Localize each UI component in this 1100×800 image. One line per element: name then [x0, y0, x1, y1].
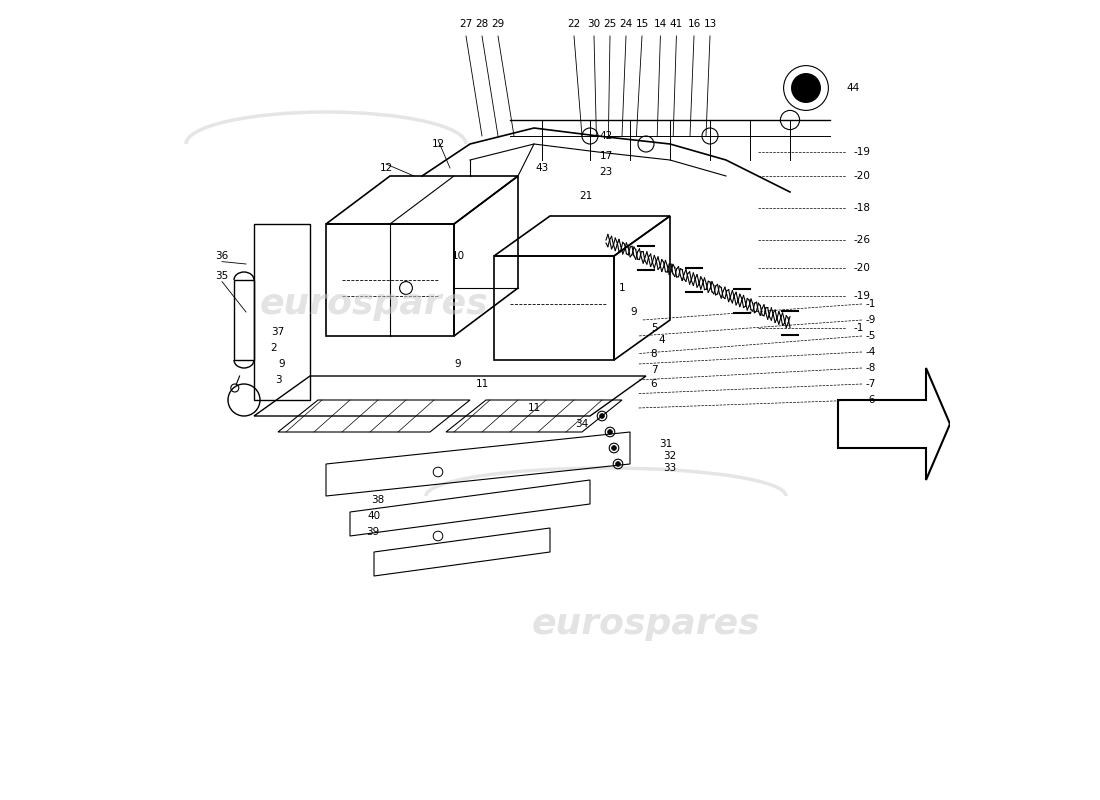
Text: 15: 15 — [636, 19, 649, 29]
Text: -1: -1 — [866, 299, 877, 309]
Text: -7: -7 — [866, 379, 877, 389]
Text: 12: 12 — [379, 163, 393, 173]
Text: 34: 34 — [575, 419, 589, 429]
Text: 9: 9 — [630, 307, 637, 317]
Text: -4: -4 — [866, 347, 877, 357]
Text: -6: -6 — [866, 395, 877, 405]
Text: 16: 16 — [688, 19, 701, 29]
Polygon shape — [838, 368, 950, 480]
Text: 29: 29 — [492, 19, 505, 29]
Text: 24: 24 — [619, 19, 632, 29]
Text: 44: 44 — [846, 83, 859, 93]
Text: 31: 31 — [659, 439, 672, 449]
Text: 23: 23 — [600, 167, 613, 177]
Text: 39: 39 — [366, 527, 379, 537]
Text: 6: 6 — [651, 379, 658, 389]
Text: -9: -9 — [866, 315, 877, 325]
Text: -19: -19 — [854, 147, 871, 157]
Text: 9: 9 — [454, 359, 461, 369]
Text: 40: 40 — [367, 511, 381, 521]
Text: 11: 11 — [475, 379, 488, 389]
Text: 38: 38 — [372, 495, 385, 505]
Text: 30: 30 — [587, 19, 601, 29]
Text: eurospares: eurospares — [260, 287, 488, 321]
Text: 11: 11 — [527, 403, 540, 413]
Text: 25: 25 — [604, 19, 617, 29]
Circle shape — [612, 446, 616, 450]
Text: 12: 12 — [431, 139, 444, 149]
Text: 37: 37 — [272, 327, 285, 337]
Text: -1: -1 — [854, 323, 865, 333]
Text: -20: -20 — [854, 263, 871, 273]
Bar — [234, 280, 254, 360]
Text: 21: 21 — [580, 191, 593, 201]
Text: 4: 4 — [659, 335, 666, 345]
Text: 22: 22 — [568, 19, 581, 29]
Text: 7: 7 — [651, 365, 658, 374]
Text: -26: -26 — [854, 235, 871, 245]
Text: 9: 9 — [278, 359, 285, 369]
Text: 32: 32 — [663, 451, 676, 461]
Text: 17: 17 — [600, 151, 613, 161]
Text: 41: 41 — [670, 19, 683, 29]
Text: -8: -8 — [866, 363, 877, 373]
Text: -5: -5 — [866, 331, 877, 341]
Text: 1: 1 — [618, 283, 625, 293]
Circle shape — [792, 74, 821, 102]
Text: 8: 8 — [651, 349, 658, 358]
Circle shape — [616, 462, 620, 466]
Text: 36: 36 — [216, 251, 229, 261]
Text: 10: 10 — [451, 251, 464, 261]
Text: 28: 28 — [475, 19, 488, 29]
Text: 42: 42 — [600, 131, 613, 141]
Text: -20: -20 — [854, 171, 871, 181]
Text: -19: -19 — [854, 291, 871, 301]
Text: 2: 2 — [271, 343, 277, 353]
Circle shape — [600, 414, 604, 418]
Text: 33: 33 — [663, 463, 676, 473]
Text: 27: 27 — [460, 19, 473, 29]
Text: 3: 3 — [275, 375, 282, 385]
Text: -18: -18 — [854, 203, 871, 213]
Text: 35: 35 — [216, 271, 229, 281]
Text: 43: 43 — [536, 163, 549, 173]
Text: eurospares: eurospares — [531, 607, 760, 641]
Circle shape — [607, 430, 613, 434]
Text: 13: 13 — [703, 19, 716, 29]
Text: 14: 14 — [653, 19, 667, 29]
Text: 5: 5 — [651, 323, 658, 333]
